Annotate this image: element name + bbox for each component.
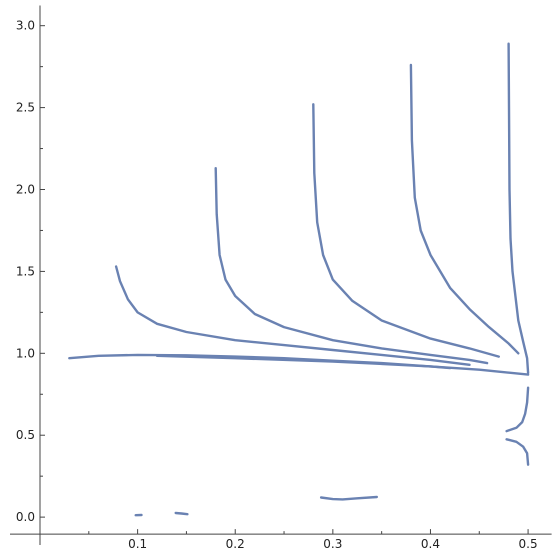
x-tick-label: 0.2 [226,537,245,551]
series-line-6 [409,63,520,355]
tick-group: 0.1 0.2 0.3 0.4 0.5 0.0 0.5 1.0 1.5 2.0 2.5 3.0 [16,19,538,551]
x-tick-label: 0.1 [128,537,147,551]
y-tick-label: 1.0 [16,346,35,360]
series-line-4 [214,167,489,365]
series-line-8 [505,386,530,433]
series-line-3 [114,265,471,366]
x-tick-label: 0.4 [421,537,440,551]
series-line-7 [507,42,530,375]
y-tick-label: 2.5 [16,101,35,115]
axes [10,5,552,545]
y-tick-label: 3.0 [16,19,35,33]
series-line-2 [155,354,530,376]
x-tick-label: 0.3 [323,537,342,551]
y-tick-label: 2.0 [16,183,35,197]
y-tick-label: 0.0 [16,510,35,524]
y-tick-label: 0.5 [16,428,35,442]
series-group [68,42,530,517]
series-line-12 [319,495,378,501]
series-line-11 [174,511,189,516]
x-tick-label: 0.5 [519,537,538,551]
series-line-9 [505,438,530,466]
series-line-5 [312,103,500,358]
y-tick-label: 1.5 [16,264,35,278]
